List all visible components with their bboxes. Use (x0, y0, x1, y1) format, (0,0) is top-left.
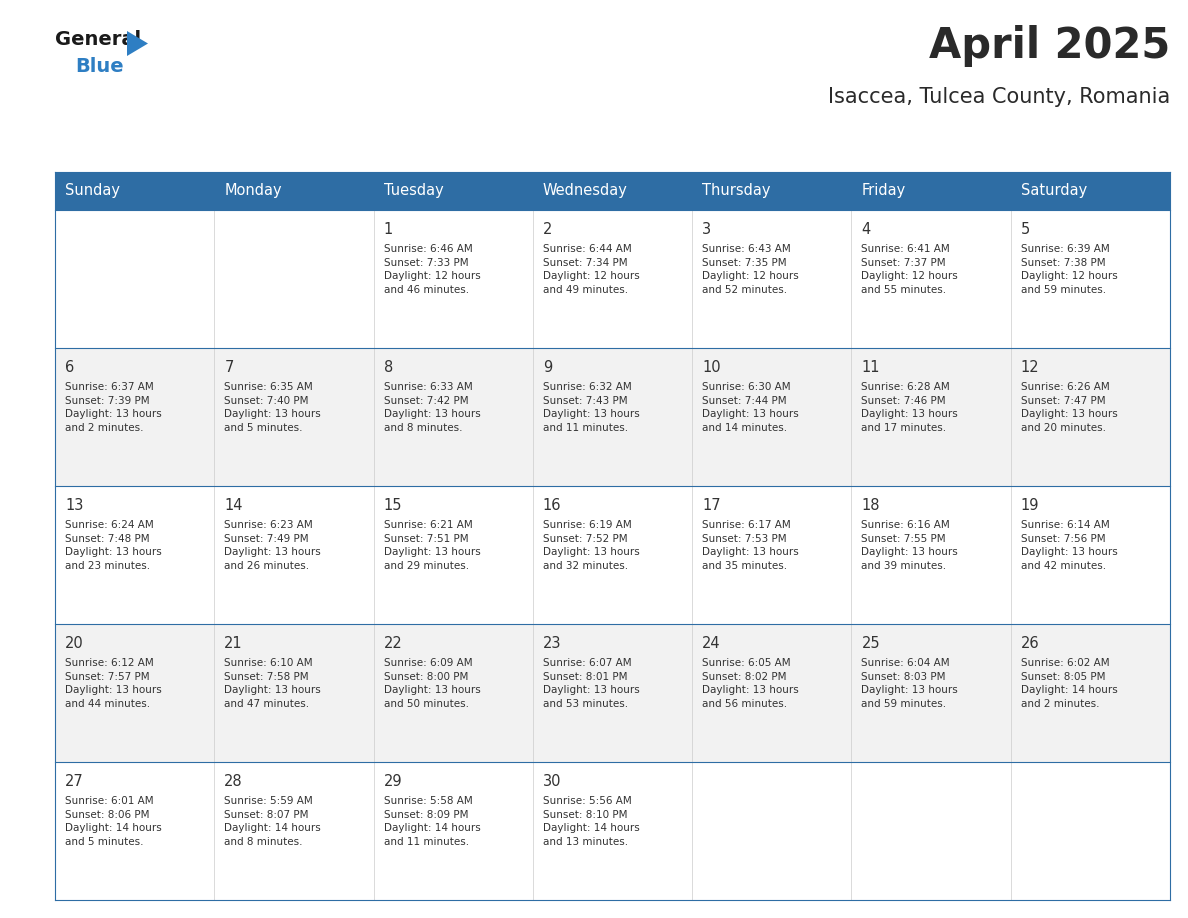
Text: Sunrise: 6:23 AM
Sunset: 7:49 PM
Daylight: 13 hours
and 26 minutes.: Sunrise: 6:23 AM Sunset: 7:49 PM Dayligh… (225, 520, 321, 571)
Text: Sunrise: 6:12 AM
Sunset: 7:57 PM
Daylight: 13 hours
and 44 minutes.: Sunrise: 6:12 AM Sunset: 7:57 PM Dayligh… (65, 658, 162, 709)
Text: Sunrise: 6:17 AM
Sunset: 7:53 PM
Daylight: 13 hours
and 35 minutes.: Sunrise: 6:17 AM Sunset: 7:53 PM Dayligh… (702, 520, 798, 571)
Text: Sunrise: 6:16 AM
Sunset: 7:55 PM
Daylight: 13 hours
and 39 minutes.: Sunrise: 6:16 AM Sunset: 7:55 PM Dayligh… (861, 520, 959, 571)
Text: 22: 22 (384, 636, 403, 651)
Text: Sunrise: 6:09 AM
Sunset: 8:00 PM
Daylight: 13 hours
and 50 minutes.: Sunrise: 6:09 AM Sunset: 8:00 PM Dayligh… (384, 658, 480, 709)
Text: 28: 28 (225, 774, 242, 789)
Bar (55, 624, 1170, 762)
Text: 17: 17 (702, 498, 721, 513)
Text: 4: 4 (861, 222, 871, 237)
Text: 14: 14 (225, 498, 242, 513)
Text: Wednesday: Wednesday (543, 184, 627, 198)
Text: 20: 20 (65, 636, 83, 651)
Text: 9: 9 (543, 360, 552, 375)
Text: General: General (55, 30, 141, 49)
Text: 6: 6 (65, 360, 74, 375)
Text: 23: 23 (543, 636, 562, 651)
Text: Sunrise: 6:19 AM
Sunset: 7:52 PM
Daylight: 13 hours
and 32 minutes.: Sunrise: 6:19 AM Sunset: 7:52 PM Dayligh… (543, 520, 639, 571)
Text: 15: 15 (384, 498, 402, 513)
Text: 3: 3 (702, 222, 712, 237)
Bar (55, 348, 1170, 486)
Text: 16: 16 (543, 498, 562, 513)
Polygon shape (127, 31, 148, 56)
Bar (55, 172, 1170, 210)
Bar (55, 762, 1170, 900)
Text: 25: 25 (861, 636, 880, 651)
Text: Sunrise: 6:07 AM
Sunset: 8:01 PM
Daylight: 13 hours
and 53 minutes.: Sunrise: 6:07 AM Sunset: 8:01 PM Dayligh… (543, 658, 639, 709)
Text: Friday: Friday (861, 184, 905, 198)
Text: Sunrise: 6:01 AM
Sunset: 8:06 PM
Daylight: 14 hours
and 5 minutes.: Sunrise: 6:01 AM Sunset: 8:06 PM Dayligh… (65, 796, 162, 846)
Text: Sunrise: 6:32 AM
Sunset: 7:43 PM
Daylight: 13 hours
and 11 minutes.: Sunrise: 6:32 AM Sunset: 7:43 PM Dayligh… (543, 382, 639, 432)
Text: 7: 7 (225, 360, 234, 375)
Text: Sunrise: 5:58 AM
Sunset: 8:09 PM
Daylight: 14 hours
and 11 minutes.: Sunrise: 5:58 AM Sunset: 8:09 PM Dayligh… (384, 796, 480, 846)
Text: Sunrise: 5:56 AM
Sunset: 8:10 PM
Daylight: 14 hours
and 13 minutes.: Sunrise: 5:56 AM Sunset: 8:10 PM Dayligh… (543, 796, 639, 846)
Text: 29: 29 (384, 774, 403, 789)
Text: Sunrise: 6:04 AM
Sunset: 8:03 PM
Daylight: 13 hours
and 59 minutes.: Sunrise: 6:04 AM Sunset: 8:03 PM Dayligh… (861, 658, 959, 709)
Text: 18: 18 (861, 498, 880, 513)
Text: 30: 30 (543, 774, 562, 789)
Bar (55, 486, 1170, 624)
Text: Sunrise: 6:24 AM
Sunset: 7:48 PM
Daylight: 13 hours
and 23 minutes.: Sunrise: 6:24 AM Sunset: 7:48 PM Dayligh… (65, 520, 162, 571)
Text: 8: 8 (384, 360, 393, 375)
Text: 27: 27 (65, 774, 83, 789)
Text: Sunrise: 6:30 AM
Sunset: 7:44 PM
Daylight: 13 hours
and 14 minutes.: Sunrise: 6:30 AM Sunset: 7:44 PM Dayligh… (702, 382, 798, 432)
Text: Sunrise: 6:14 AM
Sunset: 7:56 PM
Daylight: 13 hours
and 42 minutes.: Sunrise: 6:14 AM Sunset: 7:56 PM Dayligh… (1020, 520, 1118, 571)
Text: Sunrise: 6:35 AM
Sunset: 7:40 PM
Daylight: 13 hours
and 5 minutes.: Sunrise: 6:35 AM Sunset: 7:40 PM Dayligh… (225, 382, 321, 432)
Text: Sunrise: 6:05 AM
Sunset: 8:02 PM
Daylight: 13 hours
and 56 minutes.: Sunrise: 6:05 AM Sunset: 8:02 PM Dayligh… (702, 658, 798, 709)
Text: Saturday: Saturday (1020, 184, 1087, 198)
Text: 2: 2 (543, 222, 552, 237)
Text: 19: 19 (1020, 498, 1040, 513)
Text: Sunrise: 6:37 AM
Sunset: 7:39 PM
Daylight: 13 hours
and 2 minutes.: Sunrise: 6:37 AM Sunset: 7:39 PM Dayligh… (65, 382, 162, 432)
Text: Sunrise: 6:43 AM
Sunset: 7:35 PM
Daylight: 12 hours
and 52 minutes.: Sunrise: 6:43 AM Sunset: 7:35 PM Dayligh… (702, 244, 798, 295)
Text: Sunrise: 6:10 AM
Sunset: 7:58 PM
Daylight: 13 hours
and 47 minutes.: Sunrise: 6:10 AM Sunset: 7:58 PM Dayligh… (225, 658, 321, 709)
Text: Sunrise: 6:44 AM
Sunset: 7:34 PM
Daylight: 12 hours
and 49 minutes.: Sunrise: 6:44 AM Sunset: 7:34 PM Dayligh… (543, 244, 639, 295)
Text: 24: 24 (702, 636, 721, 651)
Text: Sunrise: 6:33 AM
Sunset: 7:42 PM
Daylight: 13 hours
and 8 minutes.: Sunrise: 6:33 AM Sunset: 7:42 PM Dayligh… (384, 382, 480, 432)
Text: 5: 5 (1020, 222, 1030, 237)
Text: 26: 26 (1020, 636, 1040, 651)
Text: Isaccea, Tulcea County, Romania: Isaccea, Tulcea County, Romania (828, 87, 1170, 107)
Text: Sunrise: 6:02 AM
Sunset: 8:05 PM
Daylight: 14 hours
and 2 minutes.: Sunrise: 6:02 AM Sunset: 8:05 PM Dayligh… (1020, 658, 1118, 709)
Text: Sunrise: 6:41 AM
Sunset: 7:37 PM
Daylight: 12 hours
and 55 minutes.: Sunrise: 6:41 AM Sunset: 7:37 PM Dayligh… (861, 244, 959, 295)
Text: 10: 10 (702, 360, 721, 375)
Text: Sunday: Sunday (65, 184, 120, 198)
Bar (55, 210, 1170, 348)
Text: Sunrise: 6:28 AM
Sunset: 7:46 PM
Daylight: 13 hours
and 17 minutes.: Sunrise: 6:28 AM Sunset: 7:46 PM Dayligh… (861, 382, 959, 432)
Text: Monday: Monday (225, 184, 282, 198)
Text: April 2025: April 2025 (929, 25, 1170, 67)
Text: 12: 12 (1020, 360, 1040, 375)
Text: Sunrise: 6:46 AM
Sunset: 7:33 PM
Daylight: 12 hours
and 46 minutes.: Sunrise: 6:46 AM Sunset: 7:33 PM Dayligh… (384, 244, 480, 295)
Text: 1: 1 (384, 222, 393, 237)
Text: 21: 21 (225, 636, 242, 651)
Text: Blue: Blue (75, 57, 124, 76)
Text: Thursday: Thursday (702, 184, 771, 198)
Text: Sunrise: 5:59 AM
Sunset: 8:07 PM
Daylight: 14 hours
and 8 minutes.: Sunrise: 5:59 AM Sunset: 8:07 PM Dayligh… (225, 796, 321, 846)
Text: Sunrise: 6:21 AM
Sunset: 7:51 PM
Daylight: 13 hours
and 29 minutes.: Sunrise: 6:21 AM Sunset: 7:51 PM Dayligh… (384, 520, 480, 571)
Text: 13: 13 (65, 498, 83, 513)
Text: 11: 11 (861, 360, 880, 375)
Text: Sunrise: 6:26 AM
Sunset: 7:47 PM
Daylight: 13 hours
and 20 minutes.: Sunrise: 6:26 AM Sunset: 7:47 PM Dayligh… (1020, 382, 1118, 432)
Text: Sunrise: 6:39 AM
Sunset: 7:38 PM
Daylight: 12 hours
and 59 minutes.: Sunrise: 6:39 AM Sunset: 7:38 PM Dayligh… (1020, 244, 1118, 295)
Text: Tuesday: Tuesday (384, 184, 443, 198)
